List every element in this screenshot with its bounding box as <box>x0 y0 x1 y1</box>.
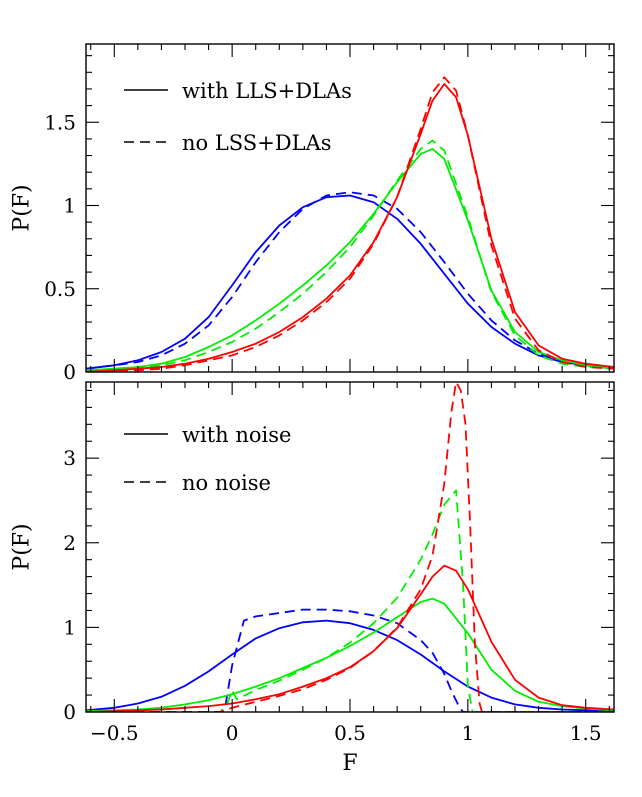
legend: with LLS+DLAs no LSS+DLAs <box>124 79 352 155</box>
series-line-dashed-1 <box>86 191 614 370</box>
y-axis-title: P(F) <box>10 523 35 570</box>
legend-label: with noise <box>182 423 291 447</box>
series-line-solid-4 <box>86 83 614 372</box>
tick-marks <box>86 44 614 373</box>
y-tick-label: 2 <box>63 531 76 555</box>
tick-marks <box>86 382 614 713</box>
series-line-solid-2 <box>86 597 614 712</box>
x-axis-title: F <box>342 751 357 776</box>
legend-label: with LLS+DLAs <box>182 79 352 103</box>
y-tick-label: 1 <box>63 615 76 639</box>
legend-label: no LSS+DLAs <box>182 131 332 155</box>
x-tick-label: 0.5 <box>334 721 366 745</box>
legend: with noise no noise <box>124 423 291 495</box>
y-axis-title: P(F) <box>10 184 35 231</box>
series-line-solid-0 <box>86 194 614 370</box>
plot-frame <box>85 381 615 713</box>
series-line-dashed-5 <box>86 76 614 372</box>
y-tick-label: 1 <box>63 194 76 218</box>
y-tick-label: 3 <box>63 446 76 470</box>
y-tick-label: 0 <box>63 700 76 724</box>
series-group <box>86 382 614 712</box>
x-tick-label: 0 <box>226 721 239 745</box>
series-group <box>86 76 614 372</box>
series-line-solid-4 <box>86 564 614 712</box>
x-tick-label: 1 <box>461 721 474 745</box>
series-line-dashed-3 <box>86 139 614 372</box>
legend-label: no noise <box>182 471 271 495</box>
series-line-dashed-3 <box>86 489 614 712</box>
x-tick-label: 1.5 <box>570 721 602 745</box>
series-line-dashed-5 <box>86 382 614 712</box>
y-tick-label: 0 <box>63 360 76 384</box>
y-tick-label: 0.5 <box>44 277 76 301</box>
top-panel: 0 0.5 1 1.5 P(F) with LLS+DLAs no LSS+DLAs <box>10 43 615 384</box>
x-tick-label: −0.5 <box>90 721 139 745</box>
y-tick-label: 1.5 <box>44 110 76 134</box>
series-line-dashed-1 <box>86 608 614 712</box>
series-line-solid-2 <box>86 147 614 372</box>
series-line-solid-0 <box>86 619 614 712</box>
